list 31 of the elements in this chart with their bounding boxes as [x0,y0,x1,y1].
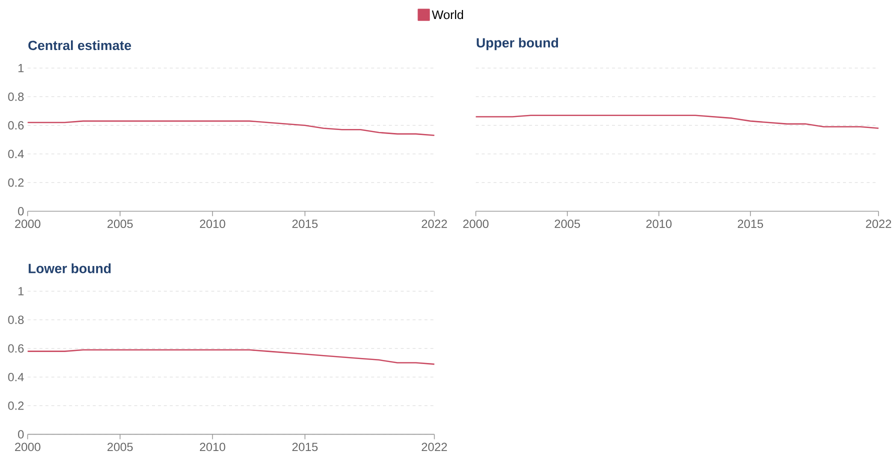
y-tick-label: 0.8 [8,92,24,101]
x-tick-label: 2000 [463,220,489,228]
legend-label: World [432,10,464,20]
y-tick-label: 0.6 [8,121,24,130]
y-tick-label: 0.8 [8,316,24,324]
x-tick-label: 2005 [107,442,133,452]
y-tick-label: 0.4 [8,150,24,158]
y-tick-label: 0.6 [8,344,24,353]
y-tick-label: 0.4 [8,372,24,382]
x-tick-label: 2010 [200,220,226,228]
y-tick-label: 0.2 [8,402,24,410]
x-tick-label: 2015 [738,220,764,228]
x-tick-label: 2022 [422,442,447,452]
x-tick-label: 2005 [107,220,133,228]
x-tick-label: 2022 [866,220,892,228]
chart-title: Lower bound [28,263,111,274]
x-tick-label: 2010 [646,220,672,228]
x-tick-label: 2022 [422,220,447,228]
x-tick-label: 2000 [15,442,40,452]
chart-title: Central estimate [28,40,132,50]
chart-title: Upper bound [476,38,558,50]
y-tick-label: 1 [18,287,24,296]
x-tick-label: 2015 [292,220,318,228]
x-tick-label: 2010 [200,442,226,452]
y-tick-label: 0.2 [8,178,24,187]
x-tick-label: 2000 [15,220,40,228]
y-tick-label: 0 [18,207,24,216]
x-tick-label: 2005 [554,220,580,228]
x-tick-label: 2015 [292,442,318,452]
y-tick-label: 0 [18,430,24,439]
y-tick-label: 1 [18,64,24,72]
